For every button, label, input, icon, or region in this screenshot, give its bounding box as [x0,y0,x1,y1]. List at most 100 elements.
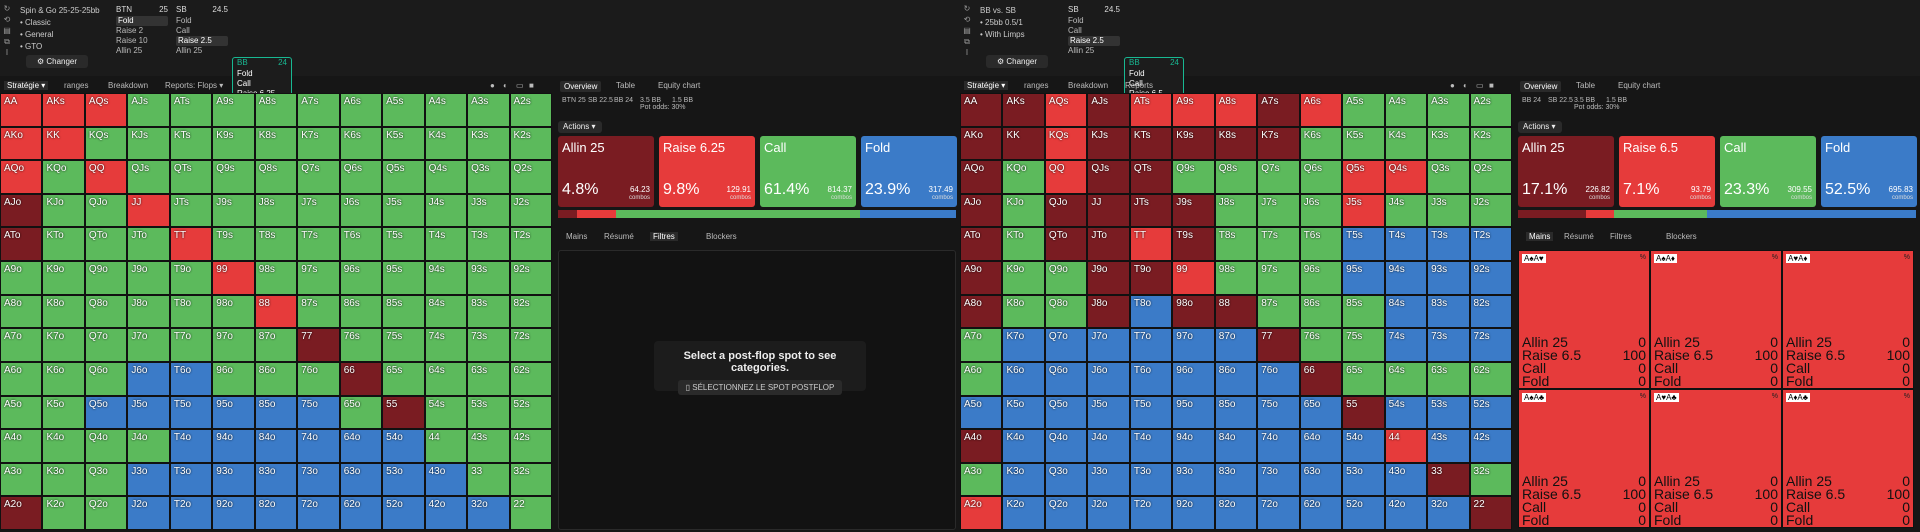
hand-cell[interactable]: 84s [1384,294,1428,329]
hand-cell[interactable]: Q7o [84,328,128,362]
hand-cell[interactable]: T5o [169,395,213,430]
action-option[interactable]: Fold [237,69,253,78]
hand-cell[interactable]: A4s [1384,93,1428,127]
hand-cell[interactable]: 96s [1299,261,1343,295]
view-icon-2[interactable]: ▭ [1476,81,1484,90]
hand-cell[interactable]: T8s [254,227,298,262]
hand-cell[interactable]: Q3s [467,160,510,194]
position-column-btn[interactable]: BTN 25 Fold Raise 2 Raise 10 Allin 25 [112,5,172,71]
hand-cell[interactable]: 33 [467,462,510,497]
hand-cell[interactable]: AA [960,93,1003,127]
hand-cell[interactable]: 65o [339,395,383,430]
hand-cell[interactable]: KQs [84,126,128,161]
hand-cell[interactable]: J5s [382,193,425,228]
hand-cell[interactable]: T5o [1129,395,1173,430]
hand-cell[interactable]: 82o [1214,496,1258,530]
hand-cell[interactable]: KTo [42,227,85,262]
hand-cell[interactable]: A4s [424,93,468,127]
action-option[interactable]: Raise 2 [116,26,144,35]
hand-cell[interactable]: JJ [1087,193,1130,228]
hand-cell[interactable]: J8s [254,193,298,228]
hand-cell[interactable]: Q8s [254,160,298,194]
hand-cell[interactable]: K7o [1002,328,1045,362]
hand-cell[interactable]: J2o [127,496,170,530]
hand-cell[interactable]: ATs [1129,93,1173,127]
hand-cell[interactable]: J5o [1087,395,1130,430]
hand-cell[interactable]: 72s [1469,328,1512,362]
hand-cell[interactable]: Q2s [1469,160,1512,194]
hand-cell[interactable]: A8o [0,294,43,329]
hand-cell[interactable]: KQo [1002,160,1045,194]
hand-cell[interactable]: 98s [1214,261,1258,295]
hand-cell[interactable]: J8o [1087,294,1130,329]
hand-cell[interactable]: Q7o [1044,328,1088,362]
hand-cell[interactable]: T8o [169,294,213,329]
hand-cell[interactable]: T2o [169,496,213,530]
hand-cell[interactable]: T3s [1427,227,1470,262]
hand-cell[interactable]: 74o [297,429,340,463]
hand-cell[interactable]: A6o [960,361,1003,396]
hand-cell[interactable]: 96o [212,361,255,396]
hand-cell[interactable]: 63o [339,462,383,497]
hand-cell[interactable]: A9s [212,93,255,127]
hand-cell[interactable]: 83o [1214,462,1258,497]
hand-cell[interactable]: K2s [509,126,552,161]
hand-cell[interactable]: Q5o [1044,395,1088,430]
subtab-0[interactable]: Mains [566,232,588,241]
hand-cell[interactable]: 87s [297,294,340,329]
hand-cell[interactable]: A3s [1427,93,1470,127]
hand-cell[interactable]: 54s [424,395,468,430]
changer-button[interactable]: ⚙ Changer [26,55,88,68]
hand-cell[interactable]: 55 [382,395,425,430]
hand-cell[interactable]: Q9s [212,160,255,194]
hand-cell[interactable]: 85o [1214,395,1258,430]
subtab-0[interactable]: Mains [1526,232,1554,241]
hand-cell[interactable]: T7s [297,227,340,262]
hand-cell[interactable]: 97o [1172,328,1215,362]
hand-cell[interactable]: K9o [42,261,85,295]
hand-cell[interactable]: J7s [297,193,340,228]
hand-cell[interactable]: 52s [509,395,552,430]
hand-cell[interactable]: 62s [1469,361,1512,396]
hand-cell[interactable]: K5o [42,395,85,430]
hand-cell[interactable]: T7o [169,328,213,362]
hand-cell[interactable]: 77 [1257,328,1300,362]
hand-cell[interactable]: 99 [1172,261,1215,295]
hand-cell[interactable]: QTs [1129,160,1173,194]
hand-cell[interactable]: J9o [127,261,170,295]
tool-icon-1[interactable]: ⟲ [3,15,11,24]
hand-cell[interactable]: 52s [1469,395,1512,430]
hand-cell[interactable]: A7s [297,93,340,127]
tab-1[interactable]: Table [1576,81,1596,90]
hand-cell[interactable]: 53o [1342,462,1385,497]
hand-cell[interactable]: J2o [1087,496,1130,530]
hand-cell[interactable]: J8o [127,294,170,329]
hand-cell[interactable]: QJo [84,193,128,228]
hand-cell[interactable]: 43o [424,462,468,497]
hand-cell[interactable]: AA [0,93,43,127]
hand-cell[interactable]: TT [1129,227,1173,262]
action-card-fold[interactable]: Fold 52.5% 695.83 combos [1821,136,1917,207]
hand-cell[interactable]: T2s [509,227,552,262]
combo-tile[interactable]: A♠A♦% Allin 25 0 Raise 6.5 100 Call 0 Fold 0 [1650,250,1782,389]
hand-cell[interactable]: Q8o [84,294,128,329]
hand-cell[interactable]: 22 [1469,496,1512,530]
hand-cell[interactable]: Q4o [84,429,128,463]
hand-cell[interactable]: J7s [1257,193,1300,228]
hand-cell[interactable]: JJ [127,193,170,228]
hand-cell[interactable]: K7o [42,328,85,362]
combo-tile[interactable]: A♦A♣% Allin 25 0 Raise 6.5 100 Call 0 Fold 0 [1782,389,1914,528]
action-option[interactable]: Allin 25 [176,46,203,55]
hand-cell[interactable]: K2o [42,496,85,530]
hand-cell[interactable]: 95o [1172,395,1215,430]
hand-cell[interactable]: K4o [42,429,85,463]
action-option[interactable]: Fold [1129,69,1145,78]
hand-cell[interactable]: 76s [1299,328,1343,362]
hand-cell[interactable]: J4o [127,429,170,463]
hand-cell[interactable]: 88 [1214,294,1258,329]
hand-cell[interactable]: 85s [1342,294,1385,329]
hand-cell[interactable]: JTs [169,193,213,228]
hand-cell[interactable]: QQ [84,160,128,194]
hand-cell[interactable]: 94s [424,261,468,295]
action-option[interactable]: Raise 10 [116,36,148,45]
